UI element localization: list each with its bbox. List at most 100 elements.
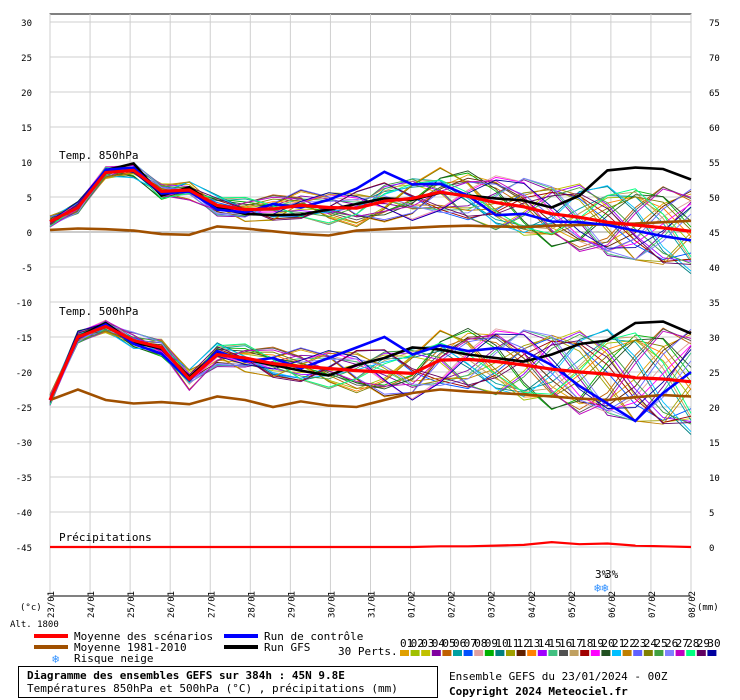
perturbation-swatch (590, 650, 600, 656)
perturbation-swatch (463, 650, 473, 656)
perturbation-number: 16 (559, 637, 572, 650)
snowflake-icon: ❄ (52, 652, 59, 666)
right-tick-label: 55 (709, 159, 720, 169)
right-tick-label: 0 (709, 544, 714, 554)
legend: Moyenne des scénarios Moyenne 1981-2010 … (34, 630, 721, 666)
perturbation-swatch (643, 650, 653, 656)
perturbation-number: 07 (464, 637, 477, 650)
perturbation-swatch (686, 650, 696, 656)
perturbation-swatch (612, 650, 621, 656)
left-tick-label: -25 (16, 404, 32, 414)
perturbation-swatch (516, 650, 526, 656)
perturbation-line-20 (49, 170, 692, 247)
series-line-2-t500 (48, 322, 692, 423)
x-tick-label: 08/02 (688, 591, 698, 618)
perturbation-number: 24 (644, 637, 658, 650)
right-tick-label: 45 (709, 229, 720, 239)
x-tick-label: 03/02 (488, 591, 498, 618)
perturbation-number: 04 (432, 637, 446, 650)
perturbation-number: 28 (686, 637, 699, 650)
perturbation-number: 22 (623, 637, 636, 650)
perturbation-number: 20 (601, 637, 614, 650)
left-tick-label: 0 (27, 229, 32, 239)
perturbation-line-23 (49, 328, 692, 411)
perturbation-legend: 0102030405060708091011121314151617181920… (400, 637, 721, 656)
left-tick-label: 10 (21, 159, 32, 169)
perturbation-number: 05 (442, 637, 455, 650)
perturbation-number: 12 (517, 637, 530, 650)
main-series-lines (48, 161, 692, 549)
right-tick-label: 65 (709, 89, 720, 99)
perturbation-number: 27 (676, 637, 689, 650)
perturbation-number: 08 (474, 637, 487, 650)
perturbation-swatch (569, 650, 579, 656)
perturbation-number: 17 (570, 637, 583, 650)
perturbation-swatch (548, 650, 558, 656)
perturbation-line-27 (49, 320, 692, 415)
right-tick-label: 75 (709, 19, 720, 29)
perturbation-swatch (537, 650, 547, 656)
perturbation-number: 15 (548, 637, 561, 650)
perturbation-swatch (675, 650, 685, 656)
perturbation-number: 03 (421, 637, 434, 650)
snow-risk-marker: 3% 3% ❄❄ (594, 568, 619, 595)
perturbation-swatch (622, 650, 632, 656)
perturbation-number: 11 (506, 637, 519, 650)
x-tick-label: 27/01 (207, 591, 217, 618)
perturbation-number: 30 (707, 637, 720, 650)
left-axis: 30 25 20 15 10 5 0 -5 -10 -15 -20 -25 -30 -35 -40 -45 (16, 19, 32, 554)
run-info: Ensemble GEFS du 23/01/2024 - 00Z (449, 670, 668, 683)
panel-label-t500: Temp. 500hPa (59, 305, 138, 318)
perturbation-number: 14 (538, 637, 552, 650)
perturbation-number: 21 (612, 637, 625, 650)
legend-label-gfs: Run GFS (264, 641, 310, 654)
x-tick-label: 23/01 (47, 591, 57, 618)
left-tick-label: 5 (27, 194, 32, 204)
perturbations-label: 30 Perts. (338, 645, 398, 658)
legend-label-control: Run de contrôle (264, 630, 363, 643)
precip-mean-line (50, 540, 692, 549)
snow-percent-2: 3% (605, 568, 619, 581)
perturbation-number: 10 (495, 637, 508, 650)
perturbation-swatch (654, 650, 664, 656)
right-tick-label: 20 (709, 404, 720, 414)
perturbation-swatch (453, 650, 462, 656)
perturbation-line-23 (49, 169, 692, 252)
left-tick-label: -15 (16, 334, 32, 344)
left-tick-label: -10 (16, 299, 32, 309)
x-tick-label: 28/01 (247, 591, 257, 618)
perturbation-swatch (527, 650, 537, 656)
series-line-1-t500 (49, 388, 692, 409)
left-unit-label: (°c) (20, 603, 42, 613)
x-tick-label: 05/02 (568, 591, 578, 618)
right-tick-label: 10 (709, 474, 720, 484)
left-tick-label: 20 (21, 89, 32, 99)
x-axis: 23/01 24/01 25/01 26/01 27/01 28/01 29/01 30/01… (47, 591, 698, 618)
x-tick-label: 24/01 (87, 591, 97, 618)
right-tick-label: 60 (709, 124, 720, 134)
perturbation-number: 09 (485, 637, 498, 650)
chart-title-box: Diagramme des ensembles GEFS sur 384h : … (18, 666, 438, 698)
perturbation-swatch (495, 650, 505, 656)
x-tick-label: 01/02 (408, 591, 418, 618)
left-tick-label: -45 (16, 544, 32, 554)
perturbation-swatch (601, 650, 611, 656)
chart-title: Diagramme des ensembles GEFS sur 384h : … (27, 669, 345, 682)
x-tick-label: 07/02 (648, 591, 658, 618)
altitude-label: Alt. 1800 (10, 620, 59, 630)
left-tick-label: -35 (16, 474, 32, 484)
perturbation-swatch (431, 650, 441, 656)
left-tick-label: 30 (21, 19, 32, 29)
perturbation-number: 02 (411, 637, 424, 650)
run-info-box: Ensemble GEFS du 23/01/2024 - 00Z Copyri… (449, 670, 668, 698)
left-tick-label: 25 (21, 54, 32, 64)
right-unit-label: (mm) (697, 603, 719, 613)
snowflake-icon: ❄❄ (594, 581, 608, 595)
x-tick-label: 02/02 (448, 591, 458, 618)
left-tick-label: -20 (16, 369, 32, 379)
perturbation-number: 26 (665, 637, 678, 650)
perturbation-swatch (474, 650, 484, 656)
perturbation-number: 13 (527, 637, 540, 650)
x-tick-label: 29/01 (287, 591, 297, 618)
